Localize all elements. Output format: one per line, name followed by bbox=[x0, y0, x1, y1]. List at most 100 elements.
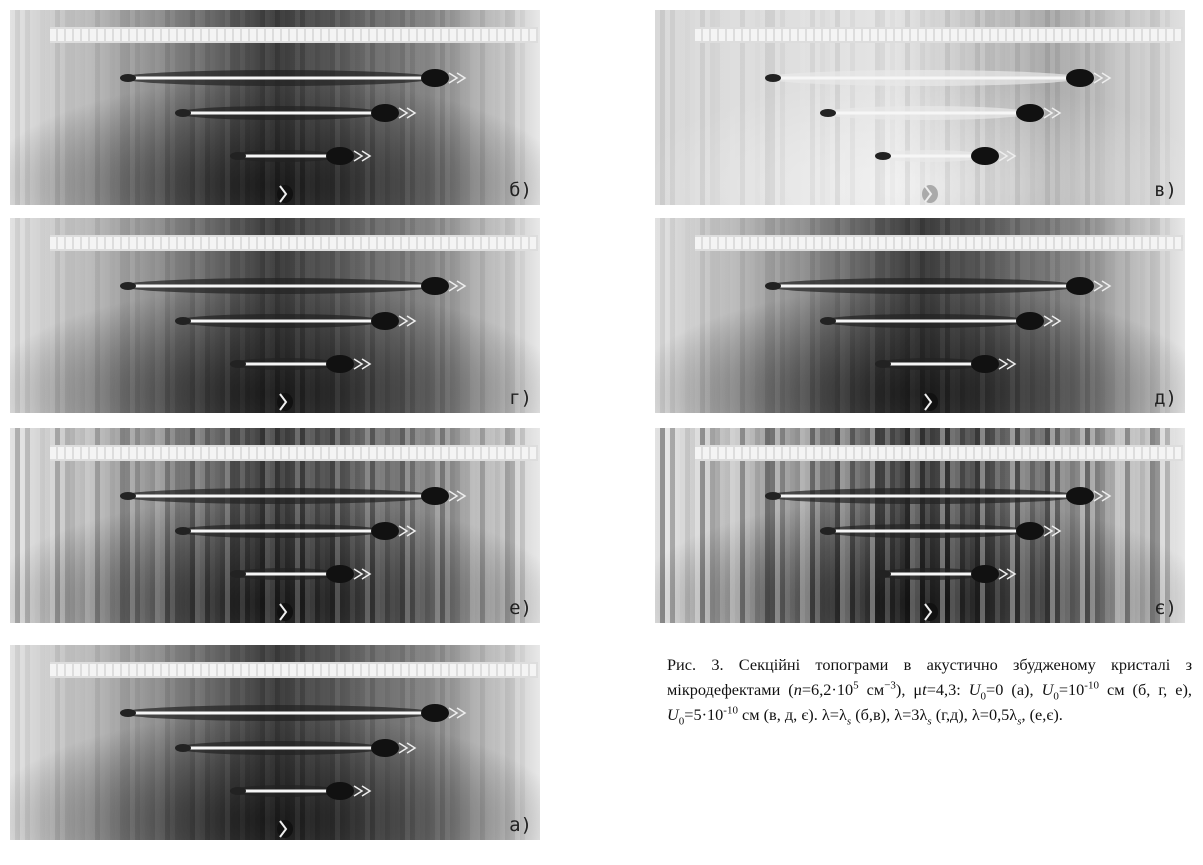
band-cell bbox=[290, 237, 296, 249]
band-cell bbox=[1175, 237, 1181, 249]
band-cell bbox=[258, 237, 264, 249]
band-cell bbox=[823, 237, 829, 249]
band-cell bbox=[482, 237, 488, 249]
stripe bbox=[25, 645, 30, 840]
band-cell bbox=[514, 237, 520, 249]
band-cell bbox=[50, 447, 56, 459]
band-cell bbox=[943, 237, 949, 249]
band-cell bbox=[727, 237, 733, 249]
band-cell bbox=[490, 447, 496, 459]
band-cell bbox=[370, 664, 376, 676]
band-cell bbox=[791, 447, 797, 459]
band-cell bbox=[1135, 29, 1141, 41]
defect-blob bbox=[230, 360, 246, 368]
band-cell bbox=[943, 447, 949, 459]
band-cell bbox=[450, 237, 456, 249]
band-cell bbox=[1167, 447, 1173, 459]
band-cell bbox=[871, 237, 877, 249]
band-cell bbox=[258, 29, 264, 41]
band-cell bbox=[66, 237, 72, 249]
band-cell bbox=[799, 447, 805, 459]
caption-text: см (б, г, е), bbox=[1099, 680, 1192, 699]
band-cell bbox=[751, 447, 757, 459]
band-cell bbox=[895, 447, 901, 459]
band-cell bbox=[911, 237, 917, 249]
band-cell bbox=[90, 29, 96, 41]
panel-label: г) bbox=[509, 387, 532, 409]
band-cell bbox=[1151, 447, 1157, 459]
band-cell bbox=[82, 664, 88, 676]
band-cell bbox=[74, 237, 80, 249]
band-cell bbox=[959, 237, 965, 249]
stripe bbox=[25, 428, 30, 623]
defect-blob bbox=[1066, 69, 1094, 87]
band-cell bbox=[1039, 447, 1045, 459]
band-cell bbox=[322, 237, 328, 249]
band-cell bbox=[138, 237, 144, 249]
band-cell bbox=[474, 237, 480, 249]
band-cell bbox=[967, 447, 973, 459]
topogram: д) bbox=[655, 218, 1185, 413]
defect-blob bbox=[421, 487, 449, 505]
band-cell bbox=[130, 447, 136, 459]
defect-blob bbox=[175, 527, 191, 535]
band-cell bbox=[831, 447, 837, 459]
band-cell bbox=[1063, 29, 1069, 41]
band-cell bbox=[274, 237, 280, 249]
band-cell bbox=[695, 29, 701, 41]
topogram-image bbox=[10, 645, 540, 840]
band-cell bbox=[106, 29, 112, 41]
topogram-image bbox=[10, 218, 540, 413]
band-cell bbox=[983, 237, 989, 249]
defect-blob bbox=[371, 739, 399, 757]
band-cell bbox=[1023, 237, 1029, 249]
stripe bbox=[15, 10, 20, 205]
band-cell bbox=[1135, 237, 1141, 249]
band-cell bbox=[146, 664, 152, 676]
defect-blob bbox=[971, 565, 999, 583]
band-cell bbox=[402, 237, 408, 249]
band-cell bbox=[711, 29, 717, 41]
stripe bbox=[40, 645, 45, 840]
band-cell bbox=[1111, 447, 1117, 459]
band-cell bbox=[386, 447, 392, 459]
band-cell bbox=[58, 447, 64, 459]
band-cell bbox=[735, 237, 741, 249]
stripe bbox=[660, 218, 665, 413]
band-cell bbox=[410, 237, 416, 249]
defect-blob bbox=[1066, 277, 1094, 295]
band-cell bbox=[66, 664, 72, 676]
defect-blob bbox=[971, 355, 999, 373]
band-cell bbox=[386, 237, 392, 249]
band-cell bbox=[202, 447, 208, 459]
defect-blob bbox=[175, 317, 191, 325]
band-cell bbox=[226, 29, 232, 41]
band-cell bbox=[378, 237, 384, 249]
band-cell bbox=[1143, 237, 1149, 249]
band-cell bbox=[703, 29, 709, 41]
band-cell bbox=[138, 447, 144, 459]
defect-blob bbox=[230, 152, 246, 160]
band-cell bbox=[242, 664, 248, 676]
stripe bbox=[20, 428, 25, 623]
band-cell bbox=[1047, 447, 1053, 459]
band-cell bbox=[250, 29, 256, 41]
band-cell bbox=[146, 447, 152, 459]
band-cell bbox=[807, 237, 813, 249]
band-cell bbox=[370, 447, 376, 459]
band-cell bbox=[202, 664, 208, 676]
band-cell bbox=[290, 29, 296, 41]
caption-text: U bbox=[667, 705, 679, 724]
band-cell bbox=[751, 29, 757, 41]
band-cell bbox=[767, 447, 773, 459]
band-cell bbox=[50, 237, 56, 249]
band-cell bbox=[991, 29, 997, 41]
band-cell bbox=[775, 29, 781, 41]
defect-blob bbox=[120, 492, 136, 500]
band-cell bbox=[226, 447, 232, 459]
band-cell bbox=[458, 664, 464, 676]
band-cell bbox=[98, 29, 104, 41]
band-cell bbox=[991, 237, 997, 249]
band-cell bbox=[354, 237, 360, 249]
band-cell bbox=[354, 447, 360, 459]
